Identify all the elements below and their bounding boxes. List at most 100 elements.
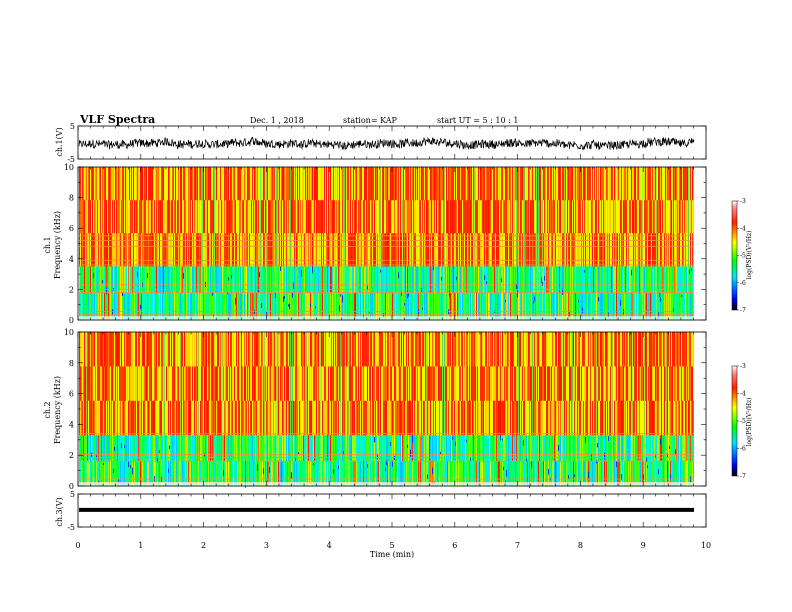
spec1-cell [553, 266, 554, 294]
spec2-cell [97, 460, 98, 487]
spec2-cell [288, 400, 289, 436]
spec2-speck [333, 469, 334, 474]
spec1-cell [291, 266, 292, 294]
spec1-cell [170, 293, 171, 321]
spec1-cell [196, 167, 197, 201]
spec2-cell [357, 366, 358, 402]
spec1-cell [533, 233, 534, 267]
spec2-cell [360, 366, 361, 402]
spec1-cell [156, 167, 157, 201]
spec2-cell [193, 332, 194, 367]
spec2-cell [117, 366, 118, 402]
spec1-cell [497, 233, 498, 267]
spec2-cell [193, 366, 194, 402]
spec1-cell [579, 266, 580, 294]
spec2-cell [337, 332, 338, 367]
spec1-cell [535, 293, 536, 321]
spec1-cell [578, 293, 579, 321]
spec2-cell [285, 400, 286, 436]
spec1-cell [298, 167, 299, 201]
spec1-cell [599, 167, 600, 201]
spec1-cell [520, 167, 521, 201]
spec2-cell [298, 366, 299, 402]
spec1-cell [526, 266, 527, 294]
spec2-cell [98, 400, 99, 436]
spec2-cell [169, 332, 170, 367]
spec1-cell [661, 233, 662, 267]
spec1-cell [649, 293, 650, 321]
spec2-streak [225, 332, 226, 486]
spec1-cell [504, 266, 505, 294]
spec1-cell [503, 293, 504, 321]
spec1-cell [225, 200, 226, 234]
spec1-cell [437, 200, 438, 234]
spec2-cell [200, 332, 201, 367]
spec1-cell [592, 167, 593, 201]
spec1-cell [436, 266, 437, 294]
spec2-cell [192, 332, 193, 367]
spec2-cell [125, 460, 126, 487]
spec1-cell [284, 266, 285, 294]
spec2-cell [139, 366, 140, 402]
spec2-cell [371, 332, 372, 367]
spec1-cell [428, 293, 429, 321]
colorbar-1-tick-label: -6 [740, 280, 746, 287]
spec2-cell [81, 366, 82, 402]
spec2-cell [359, 332, 360, 367]
spec2-cell [307, 366, 308, 402]
spec2-cell [88, 460, 89, 487]
spec1-cell [81, 167, 82, 201]
spec1-cell [515, 167, 516, 201]
spec2-cell [272, 400, 273, 436]
spec1-speck [401, 291, 402, 297]
spec1-cell [621, 233, 622, 267]
spec2-cell [281, 460, 282, 487]
spec2-cell [231, 460, 232, 487]
spec1-cell [552, 233, 553, 267]
spec1-cell [153, 233, 154, 267]
spec2-cell [97, 332, 98, 367]
spec1-cell [248, 266, 249, 294]
spec1-cell [585, 200, 586, 234]
spec1-cell [460, 200, 461, 234]
spec1-cell [219, 293, 220, 321]
spec2-cell [304, 332, 305, 367]
spec2-cell [358, 435, 359, 462]
spec1-cell [152, 233, 153, 267]
spec1-cell [443, 266, 444, 294]
spec1-cell [195, 200, 196, 234]
spec1-cell [425, 266, 426, 294]
spec1-cell [404, 233, 405, 267]
spec1-cell [454, 266, 455, 294]
spec2-cell [351, 366, 352, 402]
spec1-cell [89, 266, 90, 294]
spec1-cell [138, 233, 139, 267]
spec2-cell [160, 400, 161, 436]
spec1-cell [665, 233, 666, 267]
spec2-cell [257, 400, 258, 436]
spec2-cell [81, 435, 82, 462]
spec1-cell [678, 233, 679, 267]
spec1-cell [129, 293, 130, 321]
spec2-cell [178, 366, 179, 402]
spec2-cell [323, 400, 324, 436]
spec2-cell [332, 366, 333, 402]
spec1-cell [264, 266, 265, 294]
spec1-cell [416, 200, 417, 234]
spec1-cell [446, 233, 447, 267]
spec2-cell [218, 366, 219, 402]
spec1-cell [446, 200, 447, 234]
spec1-cell [262, 293, 263, 321]
spec1-cell [210, 293, 211, 321]
spec1-cell [234, 167, 235, 201]
spec1-speck [312, 266, 313, 274]
spec2-cell [201, 332, 202, 367]
spec1-cell [342, 266, 343, 294]
spec1-cell [101, 293, 102, 321]
spec2-speck [204, 453, 205, 457]
spec1-cell [629, 266, 630, 294]
spec1-cell [247, 293, 248, 321]
spec1-cell [426, 200, 427, 234]
spec1-cell [551, 233, 552, 267]
spec1-cell [654, 167, 655, 201]
